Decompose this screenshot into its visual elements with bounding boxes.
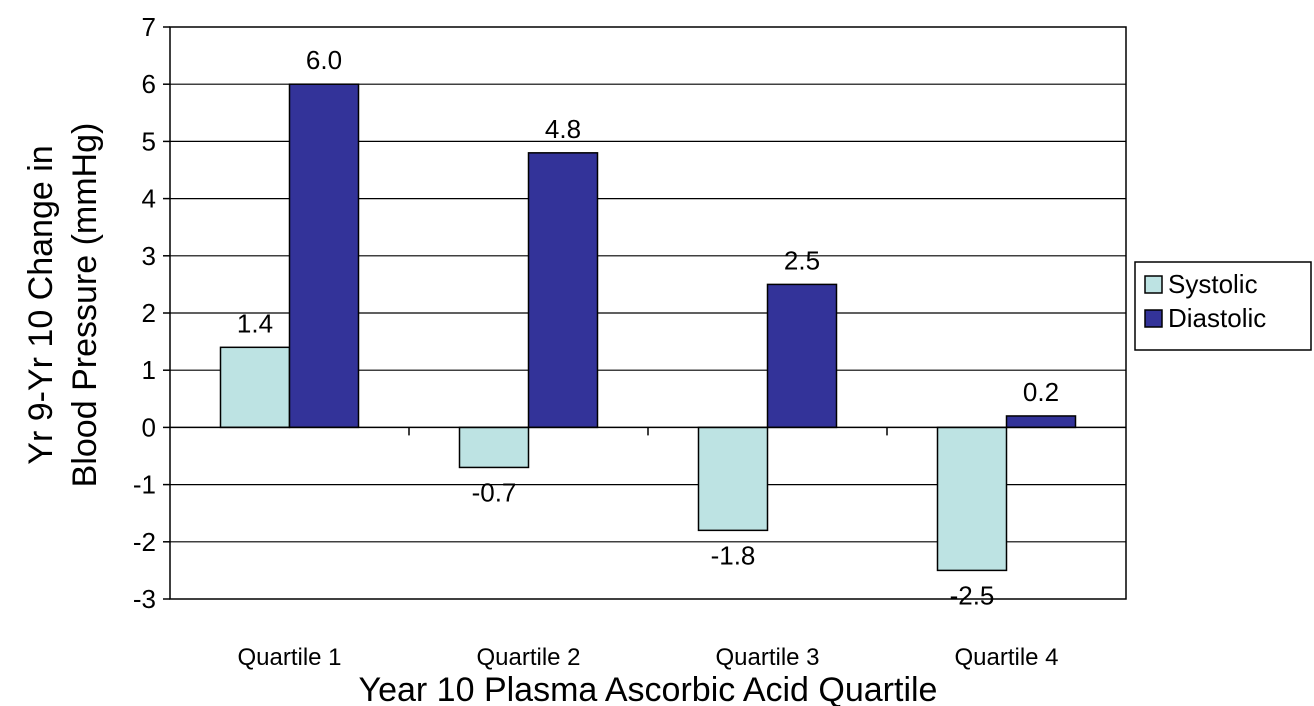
legend-swatch-diastolic [1145, 310, 1162, 327]
y-tick-label: -3 [133, 584, 156, 614]
data-label-diastolic: 2.5 [784, 245, 820, 275]
y-tick-label: 1 [142, 355, 156, 385]
bar-systolic-4 [938, 427, 1007, 570]
bar-diastolic-2 [529, 153, 598, 428]
category-label: Quartile 3 [715, 644, 819, 671]
bar-diastolic-1 [290, 84, 359, 427]
legend-label-systolic: Systolic [1168, 269, 1258, 299]
data-labels: 1.4 6.0 -0.7 4.8 -1.8 2.5 -2.5 0.2 [237, 45, 1059, 610]
bars [221, 84, 1076, 570]
data-label-systolic: -2.5 [950, 580, 995, 610]
category-label: Quartile 4 [954, 644, 1058, 671]
y-axis-ticks: -3 -2 -1 0 1 2 3 4 5 6 7 [133, 12, 170, 614]
bar-systolic-1 [221, 347, 290, 427]
y-tick-label: -1 [133, 470, 156, 500]
data-label-systolic: -0.7 [472, 477, 517, 507]
legend: Systolic Diastolic [1135, 262, 1311, 350]
y-tick-label: 6 [142, 69, 156, 99]
y-tick-label: -2 [133, 527, 156, 557]
bar-diastolic-3 [768, 284, 837, 427]
data-label-diastolic: 6.0 [306, 45, 342, 75]
bar-systolic-3 [699, 427, 768, 530]
data-label-systolic: -1.8 [711, 540, 756, 570]
y-tick-label: 5 [142, 126, 156, 156]
category-label: Quartile 2 [476, 644, 580, 671]
y-tick-label: 3 [142, 241, 156, 271]
y-tick-label: 2 [142, 298, 156, 328]
bar-diastolic-4 [1007, 416, 1076, 427]
category-labels: Quartile 1 Quartile 2 Quartile 3 Quartile 4 [237, 644, 1058, 671]
y-tick-label: 0 [142, 412, 156, 442]
y-tick-label: 7 [142, 12, 156, 42]
category-label: Quartile 1 [237, 644, 341, 671]
data-label-diastolic: 0.2 [1023, 377, 1059, 407]
legend-label-diastolic: Diastolic [1168, 303, 1266, 333]
x-axis-title: Year 10 Plasma Ascorbic Acid Quartile [359, 671, 938, 706]
bar-systolic-2 [460, 427, 529, 467]
legend-swatch-systolic [1145, 276, 1162, 293]
y-axis-title-line-2: Blood Pressure (mmHg) [66, 123, 104, 488]
y-axis-title-line-1: Yr 9-Yr 10 Change in [22, 145, 60, 464]
y-tick-label: 4 [142, 184, 156, 214]
data-label-systolic: 1.4 [237, 308, 273, 338]
data-label-diastolic: 4.8 [545, 114, 581, 144]
